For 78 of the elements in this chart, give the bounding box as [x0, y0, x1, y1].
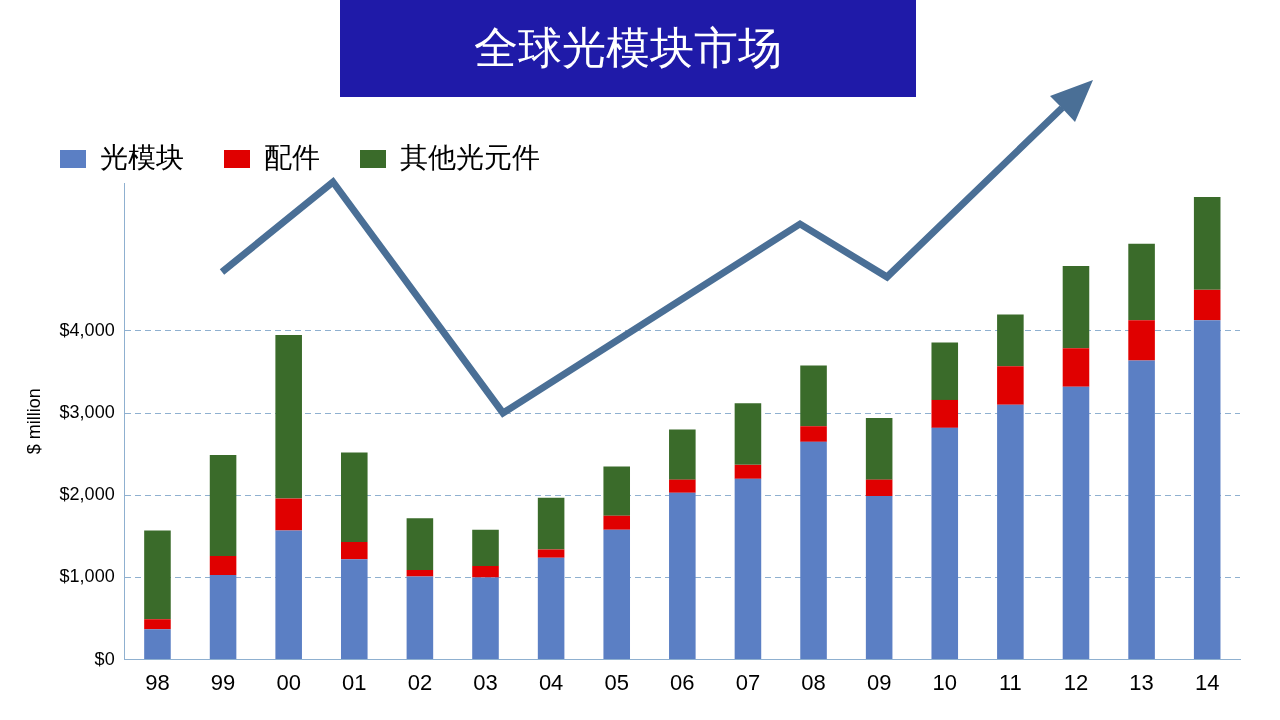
- bar: [800, 441, 827, 660]
- bar: [1062, 348, 1090, 387]
- y-tick-label: $4,000: [59, 319, 115, 340]
- bar: [931, 427, 959, 660]
- bar: [603, 515, 631, 530]
- x-tick-label: 99: [210, 669, 236, 695]
- x-tick-label: 13: [1129, 669, 1154, 695]
- x-tick-label: 10: [932, 669, 957, 695]
- x-tick-label: 01: [342, 669, 367, 695]
- bar: [1193, 196, 1221, 290]
- x-tick-label: 08: [801, 669, 826, 695]
- bar: [406, 576, 434, 660]
- bar: [472, 577, 499, 660]
- chart-title: 全球光模块市场: [340, 0, 916, 97]
- bar: [275, 335, 302, 499]
- bar: [997, 314, 1024, 367]
- legend-label: 配件: [264, 141, 320, 173]
- y-tick-label: $3,000: [59, 402, 115, 423]
- x-tick-label: 05: [604, 669, 629, 695]
- bar: [997, 366, 1024, 405]
- x-tick-label: 00: [276, 669, 301, 695]
- x-tick-label: 06: [670, 669, 695, 695]
- bar: [341, 542, 368, 560]
- x-tick-label: 03: [473, 669, 498, 695]
- y-tick-label: $2,000: [59, 484, 115, 505]
- bar: [603, 466, 631, 516]
- bar: [472, 565, 499, 578]
- bar: [341, 452, 368, 543]
- bar: [1193, 320, 1221, 660]
- bar: [406, 518, 434, 571]
- bar: [669, 492, 696, 660]
- bar: [865, 479, 893, 497]
- bar: [275, 530, 302, 660]
- bar: [537, 549, 565, 558]
- y-tick-label: $0: [94, 648, 115, 669]
- bar: [800, 365, 827, 427]
- bar: [144, 629, 171, 660]
- x-tick-label: 98: [145, 669, 170, 695]
- bar: [209, 574, 237, 660]
- bar: [406, 570, 434, 577]
- bar: [865, 418, 893, 480]
- x-tick-label: 11: [998, 669, 1022, 695]
- bar: [734, 403, 762, 465]
- y-tick-label: $1,000: [59, 566, 115, 587]
- bar: [669, 429, 696, 480]
- x-tick-label: 09: [866, 669, 892, 695]
- bar: [209, 454, 237, 557]
- bar: [537, 557, 565, 660]
- bar: [669, 479, 696, 493]
- bar: [537, 497, 565, 550]
- bar: [931, 342, 959, 400]
- bar: [931, 399, 959, 428]
- bar: [734, 478, 762, 660]
- bar: [144, 619, 171, 630]
- bar: [1128, 243, 1155, 321]
- legend-label: 光模块: [100, 141, 184, 173]
- bar: [800, 426, 827, 442]
- bar: [472, 529, 499, 566]
- x-tick-label: 02: [407, 669, 433, 695]
- y-axis-title: $ million: [23, 388, 44, 455]
- bar: [1193, 289, 1221, 321]
- bar: [1128, 320, 1155, 361]
- x-tick-label: 07: [735, 669, 761, 695]
- bar: [1062, 265, 1090, 349]
- bar: [1128, 360, 1155, 660]
- x-tick-label: 04: [538, 669, 564, 695]
- bar: [865, 496, 893, 660]
- bar: [144, 530, 171, 620]
- bar: [997, 404, 1024, 660]
- bar: [209, 556, 237, 575]
- bar: [341, 559, 368, 660]
- x-tick-label: 12: [1063, 669, 1089, 695]
- legend-label: 其他光元件: [400, 141, 540, 173]
- bar: [1062, 386, 1090, 660]
- bar: [275, 498, 302, 531]
- x-tick-label: 14: [1194, 669, 1220, 695]
- bar: [734, 464, 762, 479]
- bar: [603, 529, 631, 660]
